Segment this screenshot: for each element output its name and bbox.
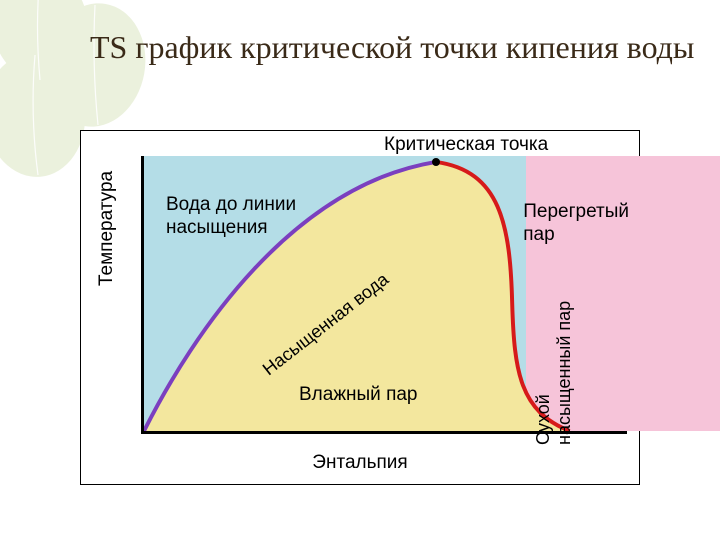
region-water-label: Вода до линиинасыщения (166, 194, 296, 240)
ts-diagram-figure: Температура Энтальпия Критическая точка … (80, 130, 640, 485)
page-title: TS график критической точки кипения воды (90, 28, 694, 66)
y-axis-label: Температура (96, 171, 118, 286)
critical-point-label: Критическая точка (384, 134, 548, 156)
region-wet-steam-label: Влажный пар (299, 384, 418, 406)
x-axis-label: Энтальпия (312, 452, 407, 474)
region-superheated-label: Перегретыйпар (523, 201, 629, 247)
critical-point-marker (432, 158, 440, 166)
chart-area: Критическая точка Вода до линиинасыщения… (141, 156, 627, 434)
saturated-steam-curve-label: Сухой насыщенный пар (533, 299, 575, 445)
